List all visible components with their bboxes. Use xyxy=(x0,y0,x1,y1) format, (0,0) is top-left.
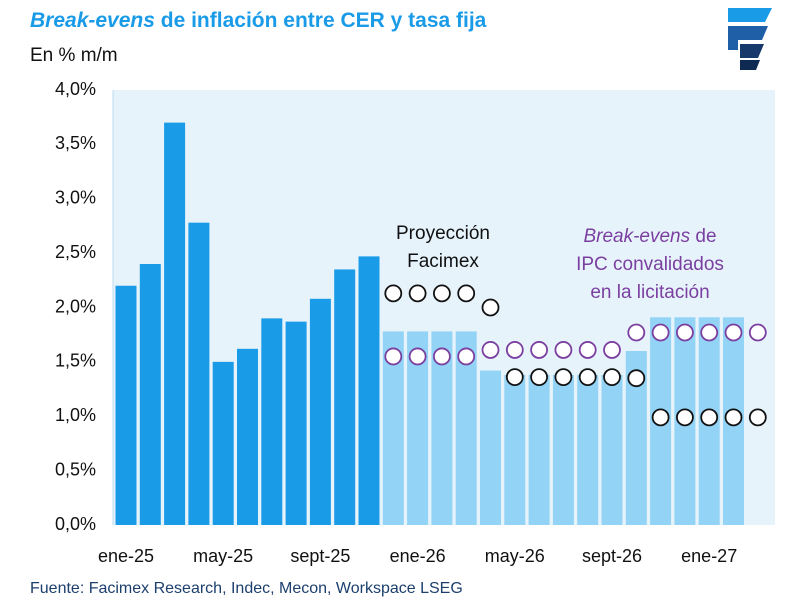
marker xyxy=(408,347,427,366)
marker xyxy=(554,341,573,359)
bar xyxy=(504,374,526,525)
marker xyxy=(748,408,767,427)
y-tick-label: 4,0% xyxy=(55,79,96,99)
bar xyxy=(188,222,210,526)
marker xyxy=(651,323,670,342)
bar xyxy=(552,374,574,525)
marker xyxy=(748,323,767,342)
marker xyxy=(700,408,719,427)
annotation: Break-evens de xyxy=(583,226,716,247)
x-tick-label: may-25 xyxy=(193,546,253,566)
marker xyxy=(554,368,573,387)
marker xyxy=(408,284,427,303)
x-tick-label: sept-25 xyxy=(290,546,350,566)
marker xyxy=(627,369,646,388)
marker xyxy=(457,284,476,303)
marker xyxy=(627,323,646,342)
y-tick-label: 2,0% xyxy=(55,296,96,316)
bar xyxy=(115,285,137,525)
title-rest: de inflación entre CER y tasa fija xyxy=(155,9,487,32)
marker xyxy=(700,323,719,342)
marker xyxy=(432,347,451,366)
annotation: Facimex xyxy=(407,251,479,272)
marker xyxy=(505,368,524,387)
x-tick-label: sept-26 xyxy=(582,546,642,566)
marker xyxy=(578,341,597,359)
subtitle: En % m/m xyxy=(30,45,118,66)
bar xyxy=(261,318,283,525)
y-tick-label: 0,0% xyxy=(55,514,96,534)
x-tick-label: ene-27 xyxy=(681,546,737,566)
marker xyxy=(457,347,476,366)
annotation-rest: de xyxy=(690,226,716,247)
x-tick-label: ene-26 xyxy=(390,546,446,566)
bar xyxy=(212,361,234,525)
title-italic: Break-evens xyxy=(30,9,155,32)
marker xyxy=(724,408,743,427)
marker xyxy=(384,284,403,303)
bar xyxy=(601,374,623,525)
marker xyxy=(651,408,670,427)
marker xyxy=(530,341,548,359)
y-tick-label: 2,5% xyxy=(55,242,96,262)
annotation: en la licitación xyxy=(590,282,709,303)
marker xyxy=(603,368,621,387)
annotation-italic: Break-evens xyxy=(583,226,690,247)
bar xyxy=(382,331,404,525)
bar xyxy=(455,331,477,525)
bar xyxy=(358,256,380,525)
bar xyxy=(577,374,599,525)
marker xyxy=(578,368,597,387)
marker xyxy=(724,323,743,342)
y-tick-label: 3,5% xyxy=(55,133,96,153)
marker xyxy=(676,408,694,427)
marker xyxy=(384,347,403,366)
bar xyxy=(431,331,453,525)
marker xyxy=(432,284,451,303)
marker xyxy=(676,323,694,342)
marker xyxy=(481,341,500,359)
logo xyxy=(728,8,772,70)
bar xyxy=(334,269,356,525)
bar xyxy=(237,348,258,525)
x-tick-label: may-26 xyxy=(485,546,545,566)
annotation: IPC convalidados xyxy=(576,254,724,275)
marker xyxy=(530,368,548,387)
marker xyxy=(481,298,500,317)
y-tick-label: 3,0% xyxy=(55,188,96,208)
x-tick-label: ene-25 xyxy=(98,546,154,566)
bar xyxy=(625,351,647,525)
y-tick-label: 1,0% xyxy=(55,405,96,425)
source: Fuente: Facimex Research, Indec, Mecon, … xyxy=(30,580,463,597)
chart-title: Break-evens de inflación entre CER y tas… xyxy=(30,9,487,32)
bar xyxy=(407,331,429,525)
annotation: Proyección xyxy=(396,223,490,244)
marker xyxy=(603,341,621,359)
bar xyxy=(285,321,307,525)
marker xyxy=(505,341,524,359)
bar xyxy=(309,298,331,525)
y-tick-label: 1,5% xyxy=(55,351,96,371)
bar xyxy=(528,374,550,525)
bar xyxy=(164,122,186,525)
bar xyxy=(480,370,501,525)
y-tick-label: 0,5% xyxy=(55,459,96,479)
bar xyxy=(139,264,161,525)
